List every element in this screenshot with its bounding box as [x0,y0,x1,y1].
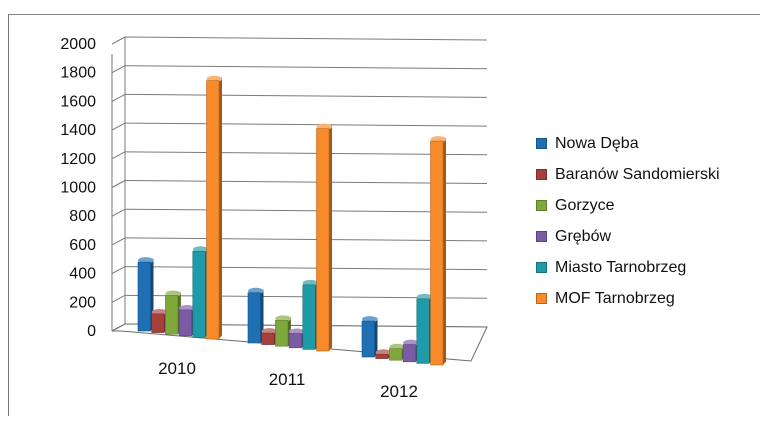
y-tick-label: 1000 [60,180,96,197]
bar [361,320,375,358]
bar [316,128,330,352]
gridline-side [111,266,126,275]
gridline-side [111,65,126,74]
x-tick-label: 2012 [380,382,418,401]
gridline [124,65,488,70]
gridline [124,180,488,184]
bar [206,80,220,340]
y-tick-label: 200 [69,294,96,311]
legend-swatch [536,138,547,149]
y-tick-label: 0 [87,323,96,340]
bar [302,284,316,350]
chart-frame [8,14,760,416]
bar-side [219,77,222,339]
bar [151,313,165,333]
y-tick-label: 600 [69,237,96,254]
legend-swatch [536,169,547,180]
gridline [124,93,488,98]
y-tick-label: 1800 [60,65,96,82]
y-tick-label: 400 [69,266,96,283]
bar [178,309,192,337]
gridline-side [111,151,126,160]
legend-label: Gorzyce [555,196,615,214]
gridline-side [111,122,126,131]
gridline [124,122,488,127]
legend-label: Grębów [555,227,612,245]
x-tick-label: 2010 [158,359,196,378]
y-tick-label: 1600 [60,93,96,110]
gridline [124,151,488,156]
legend-swatch [536,262,547,273]
legend-swatch [536,231,547,242]
legend-label: Nowa Dęba [555,134,639,152]
bar [261,332,275,345]
legend-item-baranow-sandomierski: Baranów Sandomierski [536,159,720,190]
bar-side [374,317,378,357]
legend-label: Baranów Sandomierski [555,165,720,183]
legend-swatch [536,293,547,304]
bar [247,292,261,344]
bar [430,140,444,366]
bar [288,333,302,349]
bar-side [329,124,332,351]
bar [416,298,430,364]
gridline-side [111,93,126,102]
gridline-side [111,294,126,303]
legend-label: Miasto Tarnobrzeg [555,258,687,276]
bar [165,295,179,335]
legend-label: MOF Tarnobrzeg [555,289,675,307]
legend-item-nowa-deba: Nowa Dęba [536,128,720,159]
legend-item-gorzyce: Gorzyce [536,190,720,221]
y-tick-label: 1400 [60,122,96,139]
y-tick-label: 2000 [60,36,96,53]
legend-item-mof-tarnobrzeg: MOF Tarnobrzeg [536,283,720,314]
bar-side [443,137,446,365]
gridline-side [111,180,126,188]
gridline-side [111,237,126,246]
gridline-side [111,208,126,217]
gridline [124,266,488,271]
y-tick-label: 800 [69,208,96,225]
gridline-side [111,36,126,45]
bar [389,348,403,361]
legend-item-grebow: Grębów [536,221,720,252]
gridline [124,208,488,213]
bar-side [260,289,264,343]
legend-swatch [536,200,547,211]
legend-item-miasto-tarnobrzeg: Miasto Tarnobrzeg [536,252,720,283]
bar [275,320,289,347]
gridline [124,36,488,41]
bar [137,261,151,332]
gridline [124,237,488,242]
bar [192,251,206,338]
legend: Nowa Dęba Baranów Sandomierski Gorzyce G… [536,128,720,314]
bar [375,353,389,359]
bar [402,344,416,363]
x-tick-label: 2011 [269,370,306,389]
y-tick-label: 1200 [60,151,96,168]
